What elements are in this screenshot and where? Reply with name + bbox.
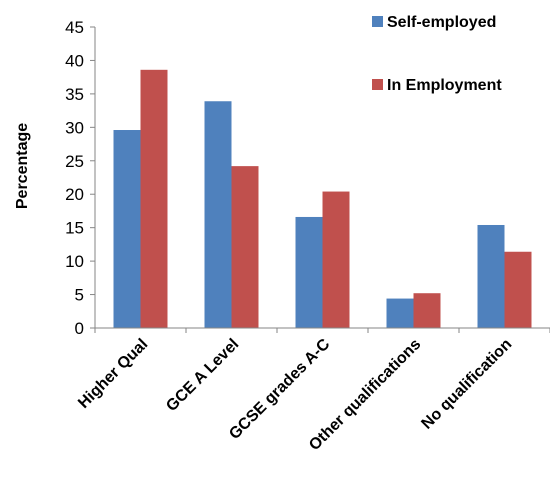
- bar-in-employment-1: [231, 166, 259, 328]
- bar-in-employment-3: [413, 293, 441, 328]
- axes-layer: [94, 27, 550, 329]
- bars-layer: [113, 69, 532, 328]
- y-tick-label: 45: [65, 18, 84, 37]
- category-label: GCSE grades A-C: [226, 335, 333, 442]
- y-tick-label: 15: [65, 219, 84, 238]
- bar-in-employment-0: [140, 69, 168, 328]
- bar-self-employed-4: [477, 224, 505, 328]
- legend: Self-employed In Employment: [372, 14, 502, 94]
- bar-in-employment-4: [504, 251, 532, 328]
- legend-label: In Employment: [387, 77, 502, 94]
- y-tick-label: 0: [75, 319, 84, 338]
- y-tick-label: 20: [65, 185, 84, 204]
- bar-self-employed-0: [113, 130, 141, 328]
- category-label: Higher Qual: [75, 336, 151, 412]
- bar-self-employed-1: [204, 101, 232, 328]
- bar-in-employment-2: [322, 191, 350, 328]
- legend-swatch: [372, 79, 383, 90]
- y-tick-label: 35: [65, 85, 84, 104]
- legend-swatch: [372, 16, 383, 27]
- y-tick-label: 40: [65, 51, 84, 70]
- ticks-layer: 0 5 10 15 20 25 30 35 40 45: [65, 18, 550, 338]
- category-label: GCE A Level: [163, 336, 242, 415]
- y-tick-label: 30: [65, 118, 84, 137]
- category-label: No qualification: [418, 336, 515, 433]
- bar-self-employed-3: [386, 298, 414, 328]
- y-tick-label: 5: [75, 286, 84, 305]
- y-axis-title: Percentage: [14, 123, 31, 209]
- y-tick-label: 25: [65, 152, 84, 171]
- bar-self-employed-2: [295, 216, 323, 328]
- legend-label: Self-employed: [387, 14, 496, 31]
- y-tick-label: 10: [65, 252, 84, 271]
